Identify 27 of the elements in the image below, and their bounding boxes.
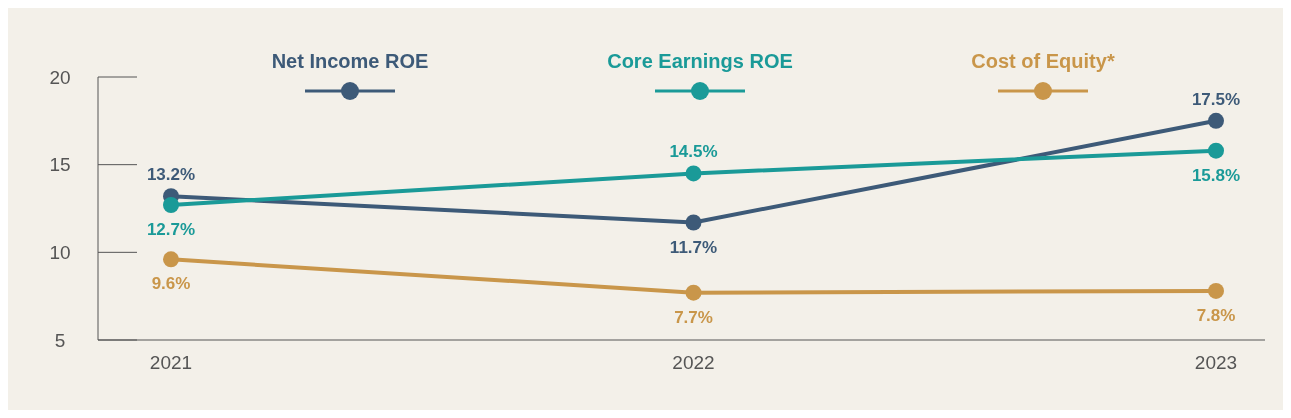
- data-label: 11.7%: [669, 237, 718, 257]
- data-label: 17.5%: [1191, 89, 1241, 109]
- data-label: 14.5%: [669, 142, 718, 162]
- y-tick-label: 10: [49, 241, 71, 263]
- point: [685, 165, 702, 182]
- data-label: 7.8%: [1196, 305, 1236, 325]
- data-label: 7.7%: [674, 307, 713, 327]
- x-tick-label: 2022: [672, 352, 715, 373]
- data-label: 12.7%: [146, 219, 196, 239]
- point: [163, 251, 179, 268]
- y-tick-label: 5: [54, 329, 66, 351]
- text: Cost of Equity*: [971, 50, 1115, 72]
- text: Net Income ROE: [271, 50, 429, 72]
- point: [685, 214, 702, 231]
- point: [685, 284, 702, 301]
- data-label: 13.2%: [146, 165, 196, 185]
- x-tick-label: 2023: [1194, 352, 1238, 373]
- data-label: 15.8%: [1191, 165, 1241, 185]
- x-tick-label: 2021: [149, 352, 193, 373]
- y-tick-label: 20: [49, 66, 71, 88]
- point: [163, 196, 179, 213]
- text: Core Earnings ROE: [607, 50, 793, 72]
- point: [1208, 112, 1224, 129]
- point: [1208, 282, 1224, 299]
- point: [1208, 142, 1224, 159]
- y-tick-label: 15: [49, 154, 71, 176]
- data-label: 9.6%: [151, 274, 191, 294]
